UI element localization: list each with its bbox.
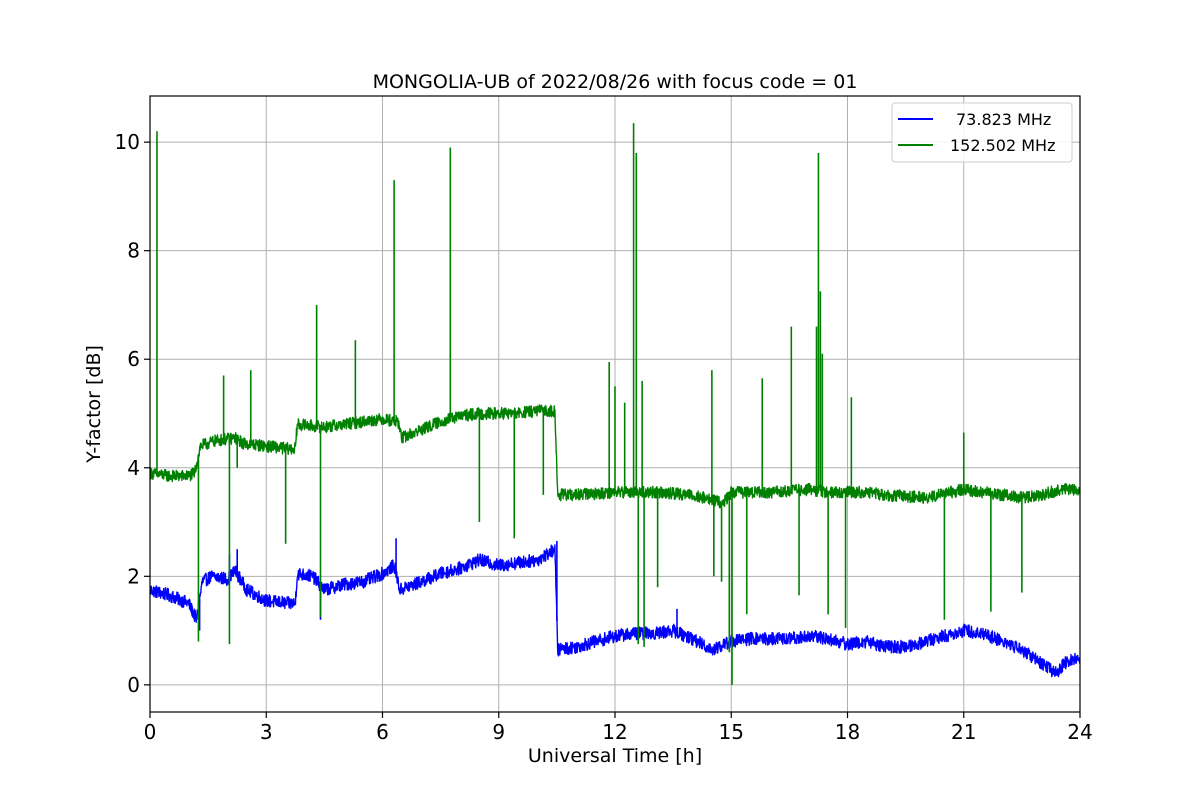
x-tick-label: 0 — [144, 720, 157, 744]
y-tick-label: 4 — [127, 456, 140, 480]
y-tick-label: 6 — [127, 347, 140, 371]
x-tick-label: 3 — [260, 720, 273, 744]
legend-label-73mhz: 73.823 MHz — [956, 110, 1051, 129]
x-tick-label: 15 — [719, 720, 744, 744]
chart-title: MONGOLIA-UB of 2022/08/26 with focus cod… — [373, 71, 858, 93]
x-tick-label: 12 — [602, 720, 627, 744]
series-layer — [150, 123, 1080, 685]
y-axis-label: Y-factor [dB] — [83, 345, 105, 464]
legend-label-152mhz: 152.502 MHz — [950, 136, 1055, 155]
y-tick-label: 0 — [127, 673, 140, 697]
x-tick-label: 21 — [951, 720, 976, 744]
legend: 73.823 MHz 152.502 MHz — [891, 102, 1073, 163]
y-tick-label: 10 — [115, 130, 140, 154]
series-line-73mhz — [150, 544, 1080, 678]
x-axis-label: Universal Time [h] — [528, 745, 702, 767]
legend-box — [891, 102, 1073, 163]
x-tick-label: 18 — [835, 720, 860, 744]
x-tick-label: 9 — [492, 720, 505, 744]
x-tick-label: 24 — [1067, 720, 1092, 744]
y-tick-label: 8 — [127, 239, 140, 263]
y-tick-label: 2 — [127, 564, 140, 588]
x-tick-label: 6 — [376, 720, 389, 744]
